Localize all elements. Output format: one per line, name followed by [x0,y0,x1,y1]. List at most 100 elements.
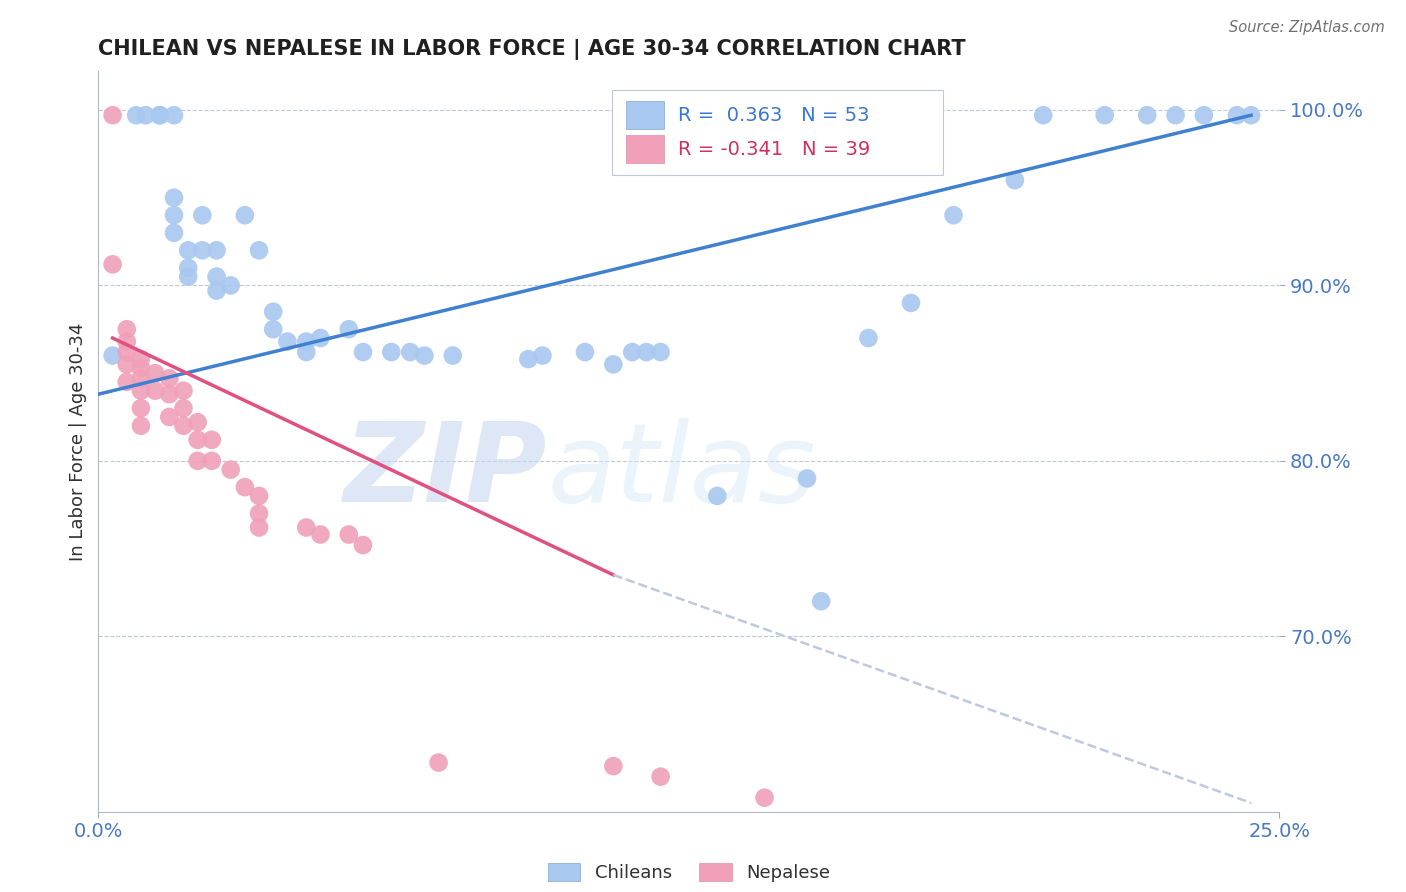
Point [399,345,422,359]
Text: ZIP: ZIP [343,417,547,524]
Point [796,471,818,485]
Point [101,108,124,122]
Point [115,345,138,359]
Point [125,108,148,122]
Point [900,296,922,310]
Point [187,433,209,447]
Point [262,322,284,336]
Point [143,366,166,380]
Point [517,352,540,367]
Legend: Chileans, Nepalese: Chileans, Nepalese [541,855,837,889]
Point [157,409,180,424]
Point [262,304,284,318]
Point [1192,108,1215,122]
Point [1136,108,1159,122]
Point [810,594,832,608]
Point [129,371,152,385]
Point [247,244,270,258]
Point [115,375,138,389]
Point [621,345,644,359]
Point [115,322,138,336]
Point [163,191,186,205]
Point [201,454,224,468]
Text: Source: ZipAtlas.com: Source: ZipAtlas.com [1229,20,1385,35]
Point [636,345,658,359]
Point [177,269,200,284]
Point [352,538,374,552]
Point [413,349,436,363]
Point [441,349,464,363]
Point [247,520,270,534]
Point [177,244,200,258]
Point [427,756,450,770]
Point [205,244,228,258]
Point [1240,108,1263,122]
Text: R = -0.341   N = 39: R = -0.341 N = 39 [678,139,870,159]
Point [115,334,138,349]
Point [115,357,138,371]
Point [129,401,152,416]
Point [205,269,228,284]
Point [337,527,360,541]
Point [163,108,186,122]
Point [201,433,224,447]
Point [858,331,880,345]
FancyBboxPatch shape [612,90,943,175]
Text: R =  0.363   N = 53: R = 0.363 N = 53 [678,105,870,125]
Point [205,284,228,298]
Point [157,371,180,385]
Point [129,384,152,398]
Point [135,108,157,122]
Point [602,357,624,371]
Point [276,334,298,349]
Point [1094,108,1116,122]
Point [309,331,332,345]
Point [172,401,194,416]
Point [1004,173,1026,187]
Point [247,489,270,503]
Point [233,480,256,494]
Point [187,415,209,429]
Point [309,527,332,541]
Point [163,208,186,222]
Point [531,349,554,363]
Point [1164,108,1187,122]
Point [149,108,172,122]
Point [129,360,152,375]
Point [295,334,318,349]
Point [129,352,152,367]
Point [233,208,256,222]
Point [754,790,776,805]
Point [706,489,728,503]
Point [1032,108,1054,122]
Point [191,244,214,258]
Point [602,759,624,773]
Text: atlas: atlas [547,417,815,524]
Point [337,322,360,336]
Point [574,345,596,359]
Point [1226,108,1249,122]
Point [650,345,672,359]
FancyBboxPatch shape [626,101,664,129]
Point [650,770,672,784]
Point [172,384,194,398]
Point [157,387,180,401]
Point [295,520,318,534]
Point [101,257,124,271]
Point [149,108,172,122]
Point [129,418,152,433]
FancyBboxPatch shape [626,135,664,163]
Y-axis label: In Labor Force | Age 30-34: In Labor Force | Age 30-34 [69,322,87,561]
Point [187,454,209,468]
Point [380,345,402,359]
Point [352,345,374,359]
Point [163,226,186,240]
Point [247,507,270,521]
Point [191,208,214,222]
Point [177,260,200,275]
Point [101,349,124,363]
Point [172,418,194,433]
Text: CHILEAN VS NEPALESE IN LABOR FORCE | AGE 30-34 CORRELATION CHART: CHILEAN VS NEPALESE IN LABOR FORCE | AGE… [98,38,966,60]
Point [942,208,965,222]
Point [219,462,242,476]
